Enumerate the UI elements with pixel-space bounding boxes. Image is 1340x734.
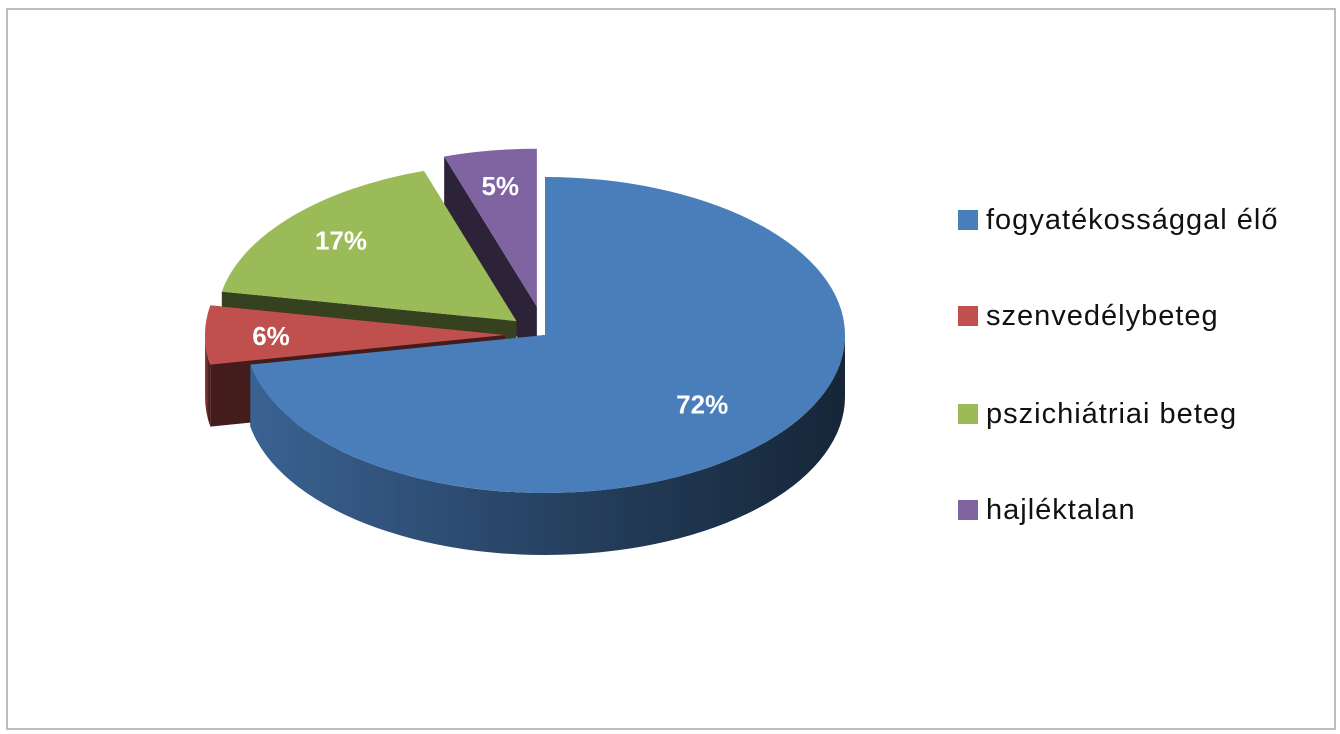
data-label-2: 17% <box>315 226 367 256</box>
legend-label: szenvedélybeteg <box>986 299 1219 332</box>
legend-label: hajléktalan <box>986 493 1136 526</box>
legend-swatch <box>958 306 978 326</box>
legend-label: pszichiátriai beteg <box>986 397 1238 430</box>
legend-swatch <box>958 404 978 424</box>
data-label-1: 6% <box>252 321 290 351</box>
data-labels: 72% 6% 17% 5% <box>252 171 728 419</box>
legend-swatch <box>958 500 978 520</box>
pie-slice-0 <box>250 177 845 556</box>
legend-swatch <box>958 210 978 230</box>
legend-item-fogyatekossaggal-elo: fogyatékossággal élő <box>958 200 1278 240</box>
data-label-3: 5% <box>481 171 519 201</box>
pie-slices <box>205 148 845 556</box>
legend-item-pszichiatriai-beteg: pszichiátriai beteg <box>958 394 1237 434</box>
pie-slice-3 <box>444 148 537 369</box>
legend-item-szenvedelybeteg: szenvedélybeteg <box>958 296 1219 336</box>
legend-item-hajlektalan: hajléktalan <box>958 490 1136 530</box>
legend-label: fogyatékossággal élő <box>986 203 1279 236</box>
data-label-0: 72% <box>676 389 728 419</box>
